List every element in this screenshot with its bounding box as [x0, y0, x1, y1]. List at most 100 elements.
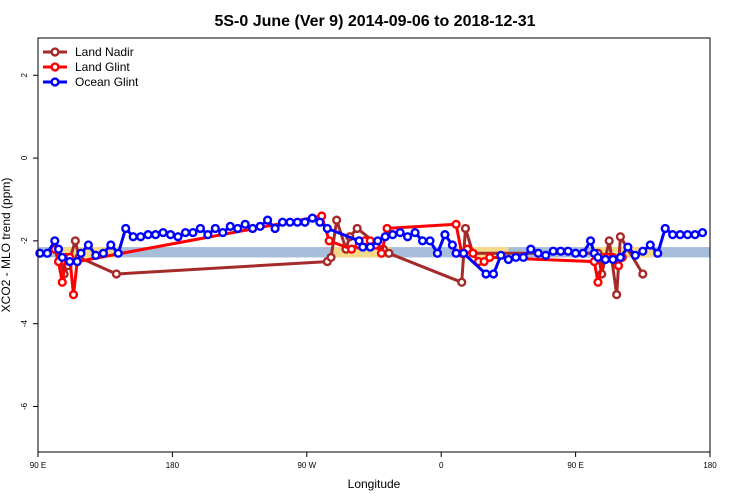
data-point-ocean-glint [541, 250, 551, 260]
data-point-land-nadir [70, 236, 80, 246]
data-point-land-glint [382, 223, 392, 234]
data-point-land-glint [479, 256, 489, 267]
data-point-ocean-glint [440, 230, 450, 240]
legend-item-ocean-glint: Ocean Glint [43, 75, 139, 89]
data-point-ocean-glint [136, 232, 146, 242]
data-point-land-glint [593, 277, 603, 287]
data-point-land-glint [613, 261, 624, 271]
data-point-ocean-glint [91, 250, 101, 260]
data-point-ocean-glint [354, 236, 364, 246]
data-point-ocean-glint [373, 236, 383, 246]
x-tick-label: 90 E [567, 461, 583, 470]
data-point-ocean-glint [593, 252, 603, 263]
data-point-ocean-glint [173, 232, 183, 242]
data-point-ocean-glint [653, 248, 663, 258]
data-point-land-nadir [638, 269, 648, 279]
data-point-ocean-glint [35, 248, 45, 258]
data-point-ocean-glint [690, 230, 700, 240]
data-point-ocean-glint [106, 240, 116, 250]
data-point-ocean-glint [203, 230, 213, 240]
data-point-ocean-glint [358, 242, 368, 252]
data-point-ocean-glint [128, 232, 138, 242]
data-point-ocean-glint [526, 244, 536, 254]
data-point-ocean-glint [410, 227, 420, 238]
data-point-ocean-glint [98, 248, 108, 258]
data-point-land-glint [451, 219, 461, 229]
legend-marker-ocean-glint [50, 77, 60, 87]
y-axis: 2 0 -2 -4 -6 [20, 72, 38, 410]
data-point-ocean-glint [682, 230, 693, 240]
data-point-land-nadir [326, 252, 336, 263]
data-point-ocean-glint [459, 248, 469, 258]
data-point-ocean-glint [432, 248, 443, 258]
data-point-ocean-glint [180, 227, 191, 238]
data-point-land-glint [376, 248, 387, 258]
data-point-ocean-glint [365, 242, 375, 252]
data-point-land-nadir [460, 223, 471, 234]
data-point-ocean-glint [83, 240, 94, 250]
data-point-ocean-glint [496, 250, 506, 260]
data-point-ocean-glint [481, 269, 491, 279]
y-axis-label: XCO2 - MLO trend (ppm) [0, 178, 13, 313]
data-point-ocean-glint [417, 236, 428, 246]
data-point-land-glint [347, 244, 357, 254]
y-tick-label: -2 [20, 237, 29, 245]
y-tick-label: 2 [20, 72, 29, 77]
data-point-land-nadir [604, 236, 614, 246]
data-point-land-glint [324, 236, 334, 246]
data-point-ocean-glint [188, 227, 198, 238]
plot-frame [37, 37, 711, 453]
legend-label-land-glint: Land Glint [75, 60, 130, 74]
land-highlight-band [54, 247, 122, 258]
data-point-ocean-glint [623, 242, 633, 252]
data-point-ocean-glint [113, 248, 123, 258]
data-point-ocean-glint [300, 217, 310, 227]
data-point-land-nadir [457, 277, 467, 287]
data-point-ocean-glint [315, 217, 325, 227]
data-point-ocean-glint [585, 236, 596, 246]
data-point-ocean-glint [395, 227, 405, 238]
data-point-ocean-glint [307, 213, 318, 223]
y-tick-label: 0 [20, 155, 29, 160]
data-point-ocean-glint [195, 223, 206, 234]
data-point-ocean-glint [50, 236, 60, 246]
data-point-land-glint [468, 248, 478, 258]
data-point-land-nadir [612, 290, 622, 300]
data-point-ocean-glint [645, 240, 655, 250]
data-point-ocean-glint [533, 248, 543, 258]
data-point-ocean-glint [57, 252, 67, 263]
series-line-land-nadir [55, 218, 645, 297]
data-point-ocean-glint [638, 246, 648, 256]
data-point-ocean-glint [76, 248, 86, 258]
legend-item-land-glint: Land Glint [43, 60, 130, 74]
data-point-ocean-glint [143, 230, 153, 240]
data-point-ocean-glint [240, 219, 250, 229]
data-point-ocean-glint [121, 223, 131, 234]
data-point-ocean-glint [503, 254, 514, 265]
chart-title: 5S-0 June (Ver 9) 2014-09-06 to 2018-12-… [214, 13, 535, 30]
data-point-ocean-glint [218, 227, 228, 238]
data-point-ocean-glint [255, 221, 265, 231]
data-point-ocean-glint [600, 254, 611, 265]
legend-label-ocean-glint: Ocean Glint [75, 75, 139, 89]
x-tick-label: 180 [703, 461, 717, 470]
data-point-ocean-glint [277, 217, 288, 227]
data-point-ocean-glint [608, 254, 618, 265]
data-point-ocean-glint [518, 252, 528, 263]
data-point-land-nadir [111, 269, 122, 279]
data-point-ocean-glint [72, 256, 82, 267]
data-point-ocean-glint [570, 248, 581, 258]
data-point-land-nadir [352, 223, 362, 234]
data-point-ocean-glint [285, 217, 295, 227]
data-point-ocean-glint [660, 223, 670, 234]
legend-marker-land-glint [50, 62, 60, 72]
data-point-ocean-glint [697, 227, 708, 238]
data-point-land-glint [57, 277, 67, 287]
data-point-ocean-glint [578, 248, 588, 258]
legend-item-land-nadir: Land Nadir [43, 45, 134, 59]
data-point-ocean-glint [225, 221, 235, 231]
legend-marker-land-nadir [50, 47, 60, 57]
data-point-ocean-glint [425, 236, 435, 246]
data-point-ocean-glint [511, 252, 521, 263]
data-point-ocean-glint [451, 248, 461, 258]
